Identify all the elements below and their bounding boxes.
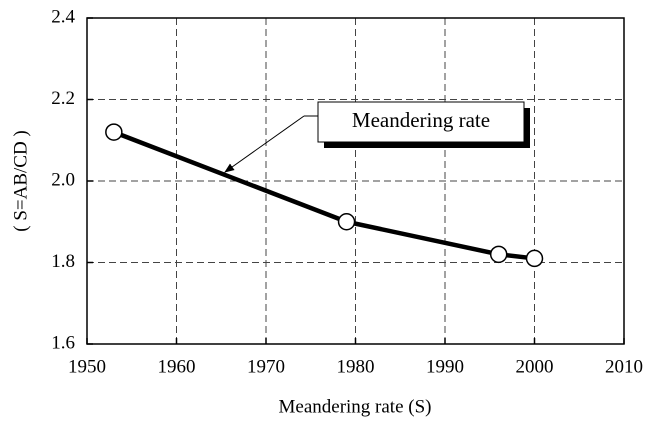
data-point (337, 213, 356, 231)
annotation-text: Meandering rate (352, 108, 490, 132)
data-point (105, 123, 123, 141)
x-tick-label: 1980 (337, 356, 375, 377)
annotation-box (317, 101, 525, 143)
y-axis-label: ( S=AB/CD ) (10, 130, 31, 232)
x-tick-label: 2010 (605, 356, 643, 377)
data-point (525, 249, 544, 268)
plot-frame (86, 17, 625, 345)
data-line (113, 130, 535, 261)
y-tick-label: 2.2 (51, 88, 75, 109)
x-tick-label: 1960 (158, 356, 196, 377)
y-tick-label: 1.6 (51, 332, 75, 353)
annotation-arrow (224, 115, 305, 173)
x-tick-label: 1970 (247, 356, 285, 377)
y-tick-label: 1.8 (51, 251, 75, 272)
y-tick-label: 2.0 (51, 169, 75, 190)
x-tick-label: 2000 (516, 356, 554, 377)
x-tick-label: 1990 (426, 356, 464, 377)
x-tick-label: 1950 (68, 356, 106, 377)
data-point (489, 245, 508, 264)
x-axis-label: Meandering rate (S) (279, 396, 432, 417)
y-tick-label: 2.4 (51, 6, 75, 27)
